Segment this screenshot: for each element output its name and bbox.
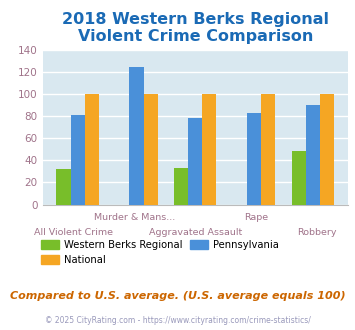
Bar xyxy=(247,113,261,205)
Text: All Violent Crime: All Violent Crime xyxy=(34,228,113,237)
Bar xyxy=(320,94,334,205)
Bar xyxy=(202,94,217,205)
Bar xyxy=(292,151,306,205)
Text: Murder & Mans...: Murder & Mans... xyxy=(94,213,175,222)
Legend: Western Berks Regional, National, Pennsylvania: Western Berks Regional, National, Pennsy… xyxy=(37,236,283,269)
Bar xyxy=(129,67,143,205)
Text: Rape: Rape xyxy=(244,213,268,222)
Text: © 2025 CityRating.com - https://www.cityrating.com/crime-statistics/: © 2025 CityRating.com - https://www.city… xyxy=(45,316,310,325)
Bar xyxy=(188,118,202,205)
Bar xyxy=(71,115,85,205)
Bar xyxy=(174,168,188,205)
Bar xyxy=(143,94,158,205)
Bar xyxy=(56,169,71,205)
Text: Robbery: Robbery xyxy=(297,228,337,237)
Bar xyxy=(261,94,275,205)
Bar xyxy=(85,94,99,205)
Title: 2018 Western Berks Regional
Violent Crime Comparison: 2018 Western Berks Regional Violent Crim… xyxy=(62,12,329,44)
Bar xyxy=(306,105,320,205)
Text: Compared to U.S. average. (U.S. average equals 100): Compared to U.S. average. (U.S. average … xyxy=(10,291,345,301)
Text: Aggravated Assault: Aggravated Assault xyxy=(149,228,242,237)
